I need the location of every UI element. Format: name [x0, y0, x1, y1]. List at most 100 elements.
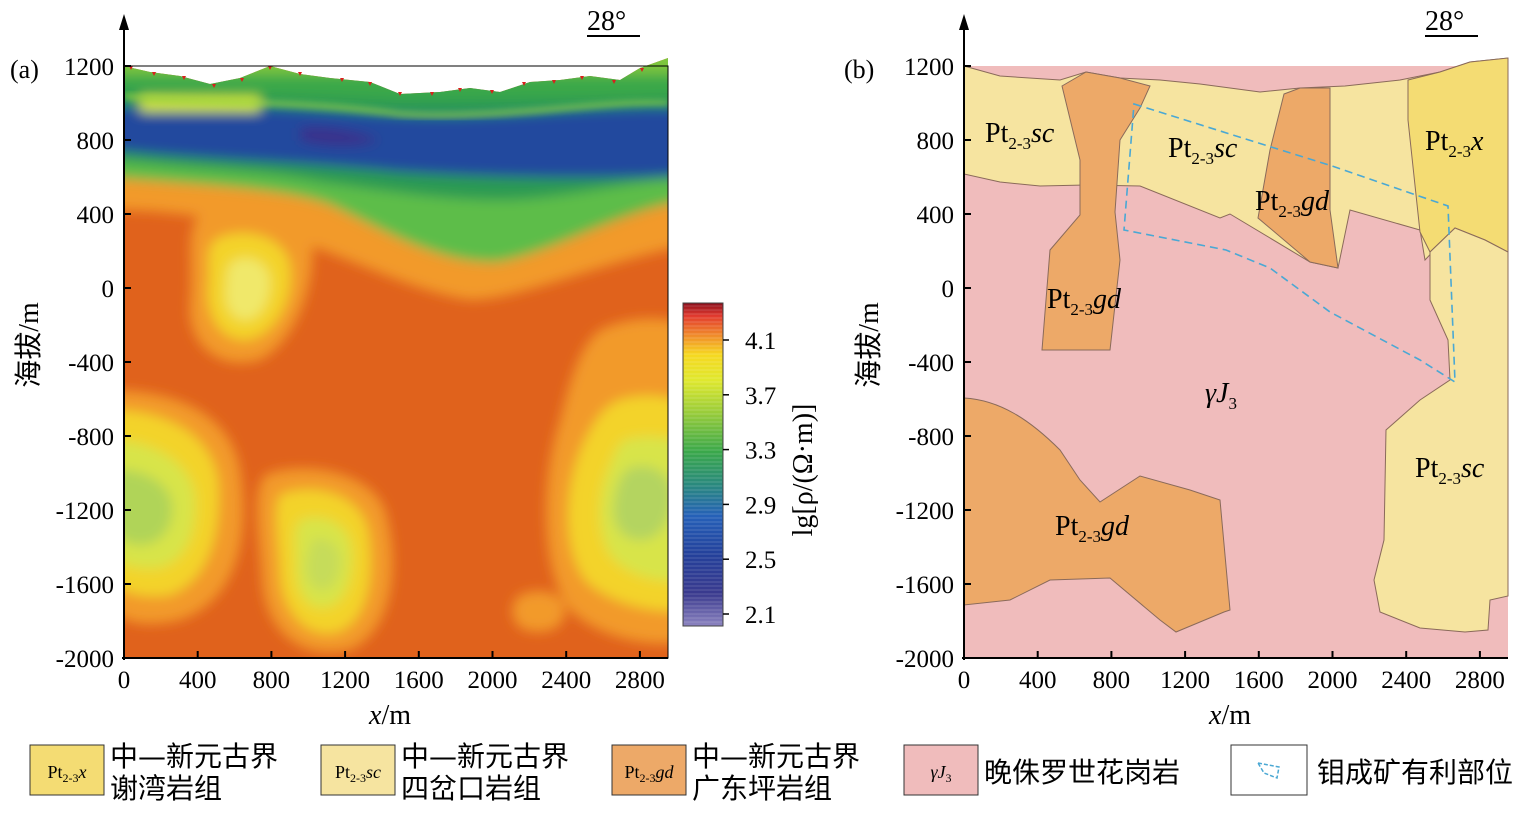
favorable-zone-outline — [1123, 102, 1456, 384]
panel-a-x-ticks: 0 400 800 1200 1600 2000 2400 2800 — [118, 651, 665, 694]
legend-item: γJ3 晚侏罗世花岗岩 — [903, 744, 1180, 796]
legend-swatch — [611, 744, 687, 796]
a-y-tick-label: -1600 — [56, 572, 114, 599]
a-y-tick-label: 800 — [77, 128, 115, 155]
b-y-tick-label: 800 — [917, 128, 955, 155]
unit-label: Pt2-3gd — [1055, 511, 1130, 546]
b-y-tick-label: 400 — [917, 202, 955, 229]
panel-b-axes — [962, 22, 1508, 660]
legend-label: 晚侏罗世花岗岩 — [984, 756, 1180, 789]
colorbar-tick-label: 2.9 — [745, 492, 776, 519]
a-y-tick-label: 400 — [77, 202, 115, 229]
a-y-tick-label: 1200 — [64, 54, 114, 81]
colorbar-tick-label: 2.5 — [745, 547, 776, 574]
electrode-markers — [129, 66, 644, 96]
panel-b-ylabel: 海拔/m — [853, 302, 885, 388]
b-y-tick-label: -2000 — [896, 646, 954, 673]
legend-label: 四岔口岩组 — [401, 772, 541, 805]
a-x-tick-label: 1600 — [394, 667, 444, 694]
b-y-tick-label: -1200 — [896, 498, 954, 525]
legend-label: 谢湾岩组 — [110, 772, 222, 805]
panel-b-y-ticks: 1200 800 400 0 -400 -800 -1200 -1600 -2000 — [896, 54, 971, 673]
b-x-tick-label: 1200 — [1160, 667, 1210, 694]
unit-label: γJ3 — [1205, 378, 1237, 413]
dashed-outline-icon — [1256, 761, 1280, 780]
panel-b-orientation: 28° — [1425, 6, 1464, 37]
legend-swatch-label: γJ3 — [930, 762, 951, 785]
legend-label: 中—新元古界 — [692, 740, 860, 773]
b-y-tick-label: -400 — [908, 350, 954, 377]
legend-swatch-label: Pt2-3x — [47, 762, 86, 785]
legend-label: 中—新元古界 — [110, 740, 278, 773]
b-y-tick-label: 1200 — [904, 54, 954, 81]
legend-swatch-label: Pt2-3gd — [624, 762, 674, 785]
panel-a-ylabel: 海拔/m — [13, 302, 45, 388]
panel-a-xlabel: x/m — [368, 700, 411, 731]
panel-a-y-ticks: 1200 800 400 0 -400 -800 -1200 -1600 -2000 — [56, 54, 131, 673]
a-x-tick-label: 2800 — [615, 667, 665, 694]
unit-label: Pt2-3sc — [1168, 133, 1238, 168]
legend-label: 钼成矿有利部位 — [1317, 756, 1513, 789]
b-x-tick-label: 1600 — [1234, 667, 1284, 694]
unit-label: Pt2-3sc — [1415, 453, 1485, 488]
b-x-tick-label: 2400 — [1381, 667, 1431, 694]
a-y-tick-label: -2000 — [56, 646, 114, 673]
unit-label: Pt2-3gd — [1047, 284, 1122, 319]
a-y-tick-label: -1200 — [56, 498, 114, 525]
a-y-tick-label: 0 — [102, 276, 115, 303]
b-y-tick-label: 0 — [942, 276, 955, 303]
colorbar: 4.1 3.7 3.3 2.9 2.5 2.1 lg[ρ/(Ω·m)] — [682, 302, 819, 629]
panel-a-axes — [122, 22, 668, 660]
legend-swatch — [1230, 744, 1308, 796]
unit-label: Pt2-3x — [1425, 126, 1484, 161]
a-y-tick-label: -400 — [68, 350, 114, 377]
colorbar-ticks: 4.1 3.7 3.3 2.9 2.5 2.1 — [723, 328, 776, 629]
panel-b-xlabel: x/m — [1208, 700, 1251, 731]
b-y-tick-label: -1600 — [896, 572, 954, 599]
b-y-tick-label: -800 — [908, 424, 954, 451]
a-x-tick-label: 2400 — [541, 667, 591, 694]
panel-b-x-ticks: 0 400 800 1200 1600 2000 2400 2800 — [958, 651, 1505, 694]
unit-label: Pt2-3sc — [985, 118, 1055, 153]
legend-swatch — [29, 744, 105, 796]
legend-label: 广东坪岩组 — [692, 772, 832, 805]
legend-swatch-label: Pt2-3sc — [335, 762, 381, 785]
colorbar-label: lg[ρ/(Ω·m)] — [788, 404, 819, 537]
a-x-tick-label: 0 — [118, 667, 131, 694]
b-x-tick-label: 2000 — [1308, 667, 1358, 694]
legend-label: 中—新元古界 — [401, 740, 569, 773]
legend-swatch — [903, 744, 979, 796]
b-x-tick-label: 0 — [958, 667, 971, 694]
b-x-tick-label: 800 — [1093, 667, 1131, 694]
colorbar-gradient — [682, 302, 724, 627]
panel-a-orientation: 28° — [587, 6, 626, 37]
colorbar-tick-label: 2.1 — [745, 602, 776, 629]
colorbar-tick-label: 4.1 — [745, 328, 776, 355]
unit-label: Pt2-3gd — [1255, 186, 1330, 221]
geologic-section — [963, 57, 1509, 658]
panel-a-label: (a) — [10, 55, 39, 84]
a-x-tick-label: 400 — [179, 667, 217, 694]
b-x-tick-label: 2800 — [1455, 667, 1505, 694]
colorbar-tick-label: 3.7 — [745, 383, 776, 410]
panel-a: 1200 800 400 0 -400 -800 -1200 -1600 -2000 0 400 8… — [10, 6, 819, 731]
panel-b-y-arrow-icon — [959, 14, 969, 30]
resistivity-section — [124, 58, 668, 658]
a-x-tick-label: 2000 — [468, 667, 518, 694]
b-x-tick-label: 400 — [1019, 667, 1057, 694]
a-x-tick-label: 1200 — [320, 667, 370, 694]
legend-item: 钼成矿有利部位 — [1230, 744, 1513, 796]
legend-swatch — [320, 744, 396, 796]
a-y-tick-label: -800 — [68, 424, 114, 451]
panel-b: 1200 800 400 0 -400 -800 -1200 -1600 -2000 0 400 8… — [844, 6, 1509, 731]
unit-labels: Pt2-3sc Pt2-3sc Pt2-3x Pt2-3gd Pt2-3gd γJ3 Pt2… — [985, 118, 1485, 546]
panel-a-y-arrow-icon — [119, 14, 129, 30]
panel-b-label: (b) — [844, 55, 874, 84]
a-x-tick-label: 800 — [253, 667, 291, 694]
colorbar-tick-label: 3.3 — [745, 438, 776, 465]
